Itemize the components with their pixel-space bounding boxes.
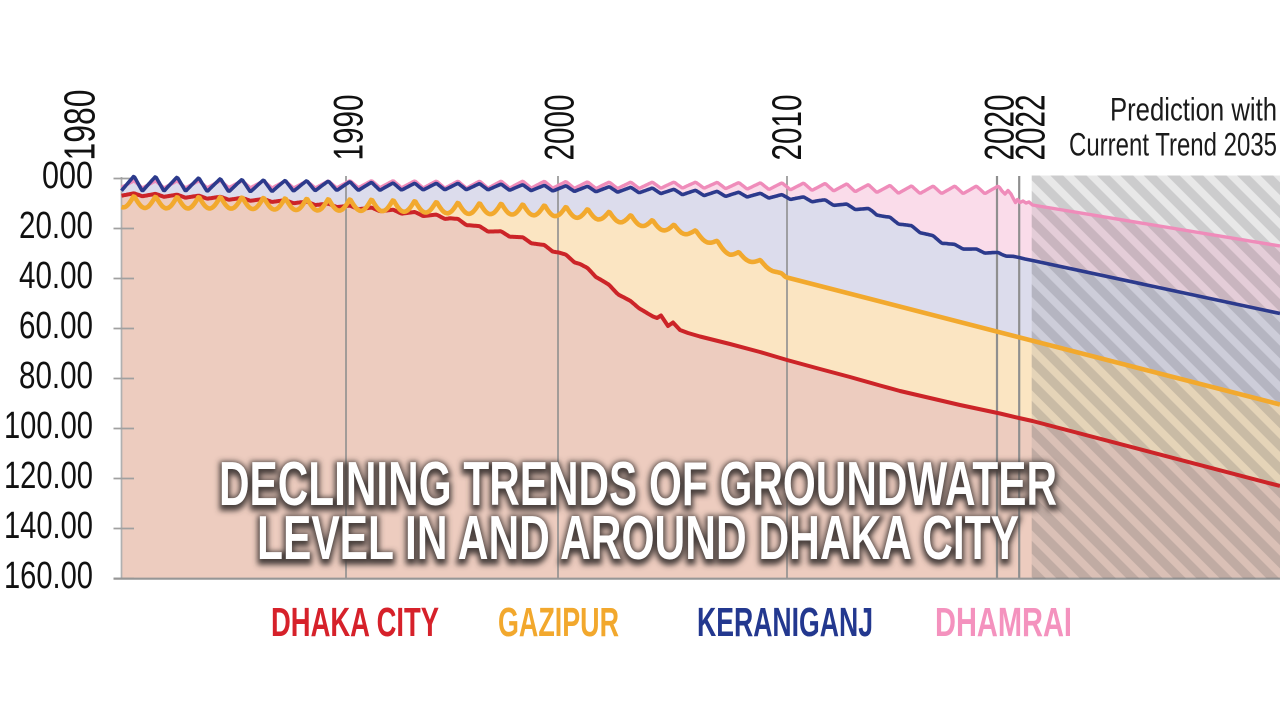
svg-text:DHAKA CITY: DHAKA CITY <box>271 599 439 645</box>
svg-text:LEVEL IN AND AROUND DHAKA CITY: LEVEL IN AND AROUND DHAKA CITY <box>257 506 1019 575</box>
svg-text:000: 000 <box>42 155 93 197</box>
svg-text:2000: 2000 <box>536 95 583 161</box>
svg-text:Prediction with: Prediction with <box>1110 92 1277 128</box>
svg-text:LEVEL IN AND AROUND DHAKA CITY: LEVEL IN AND AROUND DHAKA CITY <box>257 504 1019 573</box>
svg-text:80.00: 80.00 <box>19 355 93 397</box>
svg-text:DECLINING TRENDS OF GROUNDWATE: DECLINING TRENDS OF GROUNDWATER <box>219 450 1057 519</box>
svg-text:DHAMRAI: DHAMRAI <box>935 599 1072 645</box>
svg-text:160.00: 160.00 <box>4 555 93 597</box>
svg-text:100.00: 100.00 <box>4 405 93 447</box>
svg-text:140.00: 140.00 <box>4 505 93 547</box>
svg-text:GAZIPUR: GAZIPUR <box>498 599 619 645</box>
svg-text:2022: 2022 <box>1007 95 1054 161</box>
svg-text:120.00: 120.00 <box>4 455 93 497</box>
svg-text:2010: 2010 <box>763 95 810 161</box>
svg-text:40.00: 40.00 <box>19 255 93 297</box>
svg-text:1990: 1990 <box>325 95 372 161</box>
svg-text:DECLINING TRENDS OF GROUNDWATE: DECLINING TRENDS OF GROUNDWATER <box>219 452 1057 521</box>
svg-text:1980: 1980 <box>56 90 105 161</box>
svg-text:Current Trend 2035: Current Trend 2035 <box>1069 127 1277 163</box>
svg-text:KERANIGANJ: KERANIGANJ <box>697 599 873 645</box>
svg-text:20.00: 20.00 <box>19 205 93 247</box>
svg-text:60.00: 60.00 <box>19 305 93 347</box>
svg-text:2020: 2020 <box>976 95 1023 161</box>
